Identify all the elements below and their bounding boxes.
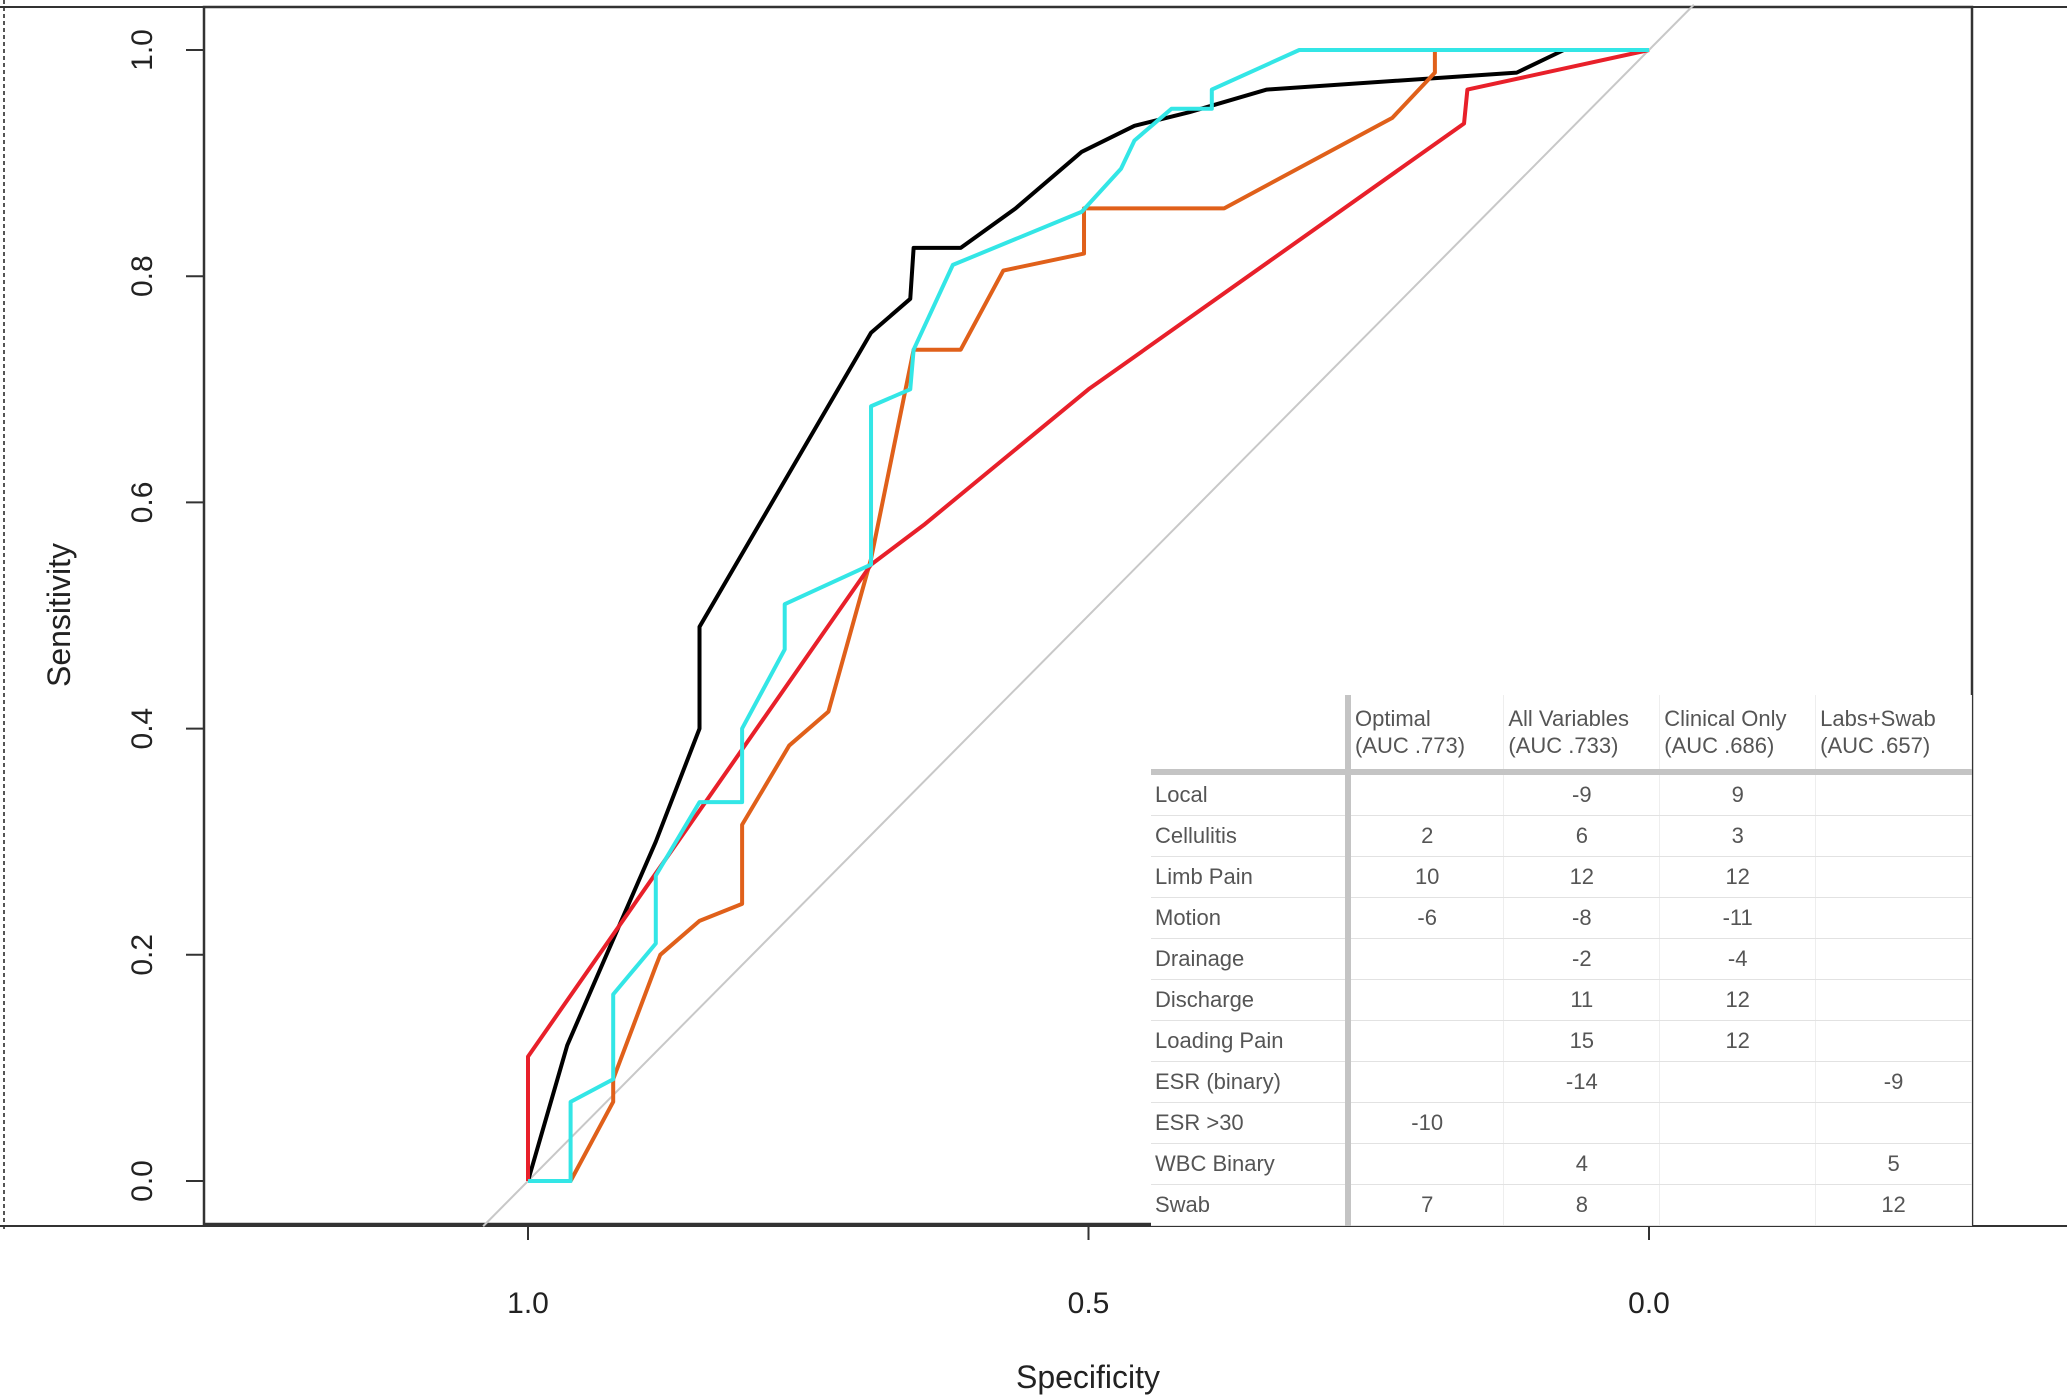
- table-cell: 12: [1815, 1184, 1972, 1226]
- table-cell: 4: [1503, 1143, 1661, 1185]
- table-cell: [1659, 1102, 1817, 1144]
- roc-curve-2: [526, 48, 1650, 1181]
- table-cell: -10: [1348, 1102, 1505, 1144]
- table-cell: [1815, 856, 1972, 898]
- table-cell: [1659, 1184, 1817, 1226]
- table-row: WBC Binary 4 5: [1151, 1143, 1972, 1185]
- table-column-header: Labs+Swab (AUC .657): [1815, 695, 1972, 775]
- row-label: ESR (binary): [1151, 1061, 1351, 1103]
- table-cell: 10: [1348, 856, 1505, 898]
- table-row: Loading Pain 15 12: [1151, 1020, 1972, 1062]
- table-header-row: Optimal (AUC .773) All Variables (AUC .73…: [1151, 695, 1972, 775]
- table-cell: [1815, 1020, 1972, 1062]
- table-cell: [1815, 772, 1972, 816]
- table-cell: [1503, 1102, 1661, 1144]
- table-cell: [1348, 1061, 1505, 1103]
- table-cell: -8: [1503, 897, 1661, 939]
- table-cell: [1659, 1061, 1817, 1103]
- table-cell: [1815, 938, 1972, 980]
- table-cell: 12: [1659, 1020, 1817, 1062]
- x-axis-title: Specificity: [1016, 1359, 1160, 1395]
- table-cell: -2: [1503, 938, 1661, 980]
- table-cell: -9: [1503, 772, 1661, 816]
- row-label: Discharge: [1151, 979, 1351, 1021]
- table-corner: [1151, 695, 1351, 775]
- y-axis-title: Sensitivity: [41, 543, 77, 687]
- y-tick-label: 0.2: [126, 934, 159, 976]
- table-column-header: Clinical Only (AUC .686): [1659, 695, 1817, 775]
- table-cell: 9: [1659, 772, 1817, 816]
- table-cell: -6: [1348, 897, 1505, 939]
- row-label: Cellulitis: [1151, 815, 1351, 857]
- table-cell: [1659, 1143, 1817, 1185]
- roc-curve-0: [526, 48, 1649, 1182]
- row-label: Drainage: [1151, 938, 1351, 980]
- table-cell: -4: [1659, 938, 1817, 980]
- table-row: Motion -6 -8 -11: [1151, 897, 1972, 939]
- x-tick-label: 0.5: [1068, 1287, 1110, 1320]
- reference-diagonal: [482, 4, 1695, 1227]
- table-cell: [1815, 1102, 1972, 1144]
- table-cell: [1348, 772, 1505, 816]
- table-row: ESR (binary) -14 -9: [1151, 1061, 1972, 1103]
- y-tick-label: 0.6: [126, 482, 159, 524]
- table-cell: 12: [1659, 979, 1817, 1021]
- y-tick-label: 0.0: [126, 1160, 159, 1202]
- table-cell: 15: [1503, 1020, 1661, 1062]
- roc-curve-1: [528, 48, 1649, 1183]
- table-row: ESR >30 -10: [1151, 1102, 1972, 1144]
- table-row: Swab 7 8 12: [1151, 1184, 1972, 1226]
- table-cell: [1815, 979, 1972, 1021]
- table-cell: 8: [1503, 1184, 1661, 1226]
- y-tick-label: 0.8: [126, 255, 159, 297]
- x-tick-label: 0.0: [1628, 1287, 1670, 1320]
- table-column-header: All Variables (AUC .733): [1503, 695, 1661, 775]
- table-cell: 11: [1503, 979, 1661, 1021]
- row-label: WBC Binary: [1151, 1143, 1351, 1185]
- table-cell: 3: [1659, 815, 1817, 857]
- row-label: Limb Pain: [1151, 856, 1351, 898]
- row-label: Local: [1151, 772, 1351, 816]
- row-label: ESR >30: [1151, 1102, 1351, 1144]
- x-tick-label: 1.0: [507, 1287, 549, 1320]
- table-cell: [1348, 1143, 1505, 1185]
- table-column-header: Optimal (AUC .773): [1348, 695, 1505, 775]
- roc-curve-3: [528, 48, 1649, 1183]
- table-cell: -14: [1503, 1061, 1661, 1103]
- table-row: Limb Pain 10 12 12: [1151, 856, 1972, 898]
- row-label: Motion: [1151, 897, 1351, 939]
- y-tick-label: 0.4: [126, 708, 159, 750]
- table-cell: 6: [1503, 815, 1661, 857]
- table-cell: [1815, 815, 1972, 857]
- table-cell: [1348, 938, 1505, 980]
- table-cell: 2: [1348, 815, 1505, 857]
- table-cell: [1815, 897, 1972, 939]
- table-row: Discharge 11 12: [1151, 979, 1972, 1021]
- table-cell: 12: [1659, 856, 1817, 898]
- table-cell: [1348, 979, 1505, 1021]
- table-cell: -11: [1659, 897, 1817, 939]
- row-label: Swab: [1151, 1184, 1351, 1226]
- table-row: Drainage -2 -4: [1151, 938, 1972, 980]
- table-cell: [1348, 1020, 1505, 1062]
- table-cell: 12: [1503, 856, 1661, 898]
- row-label: Loading Pain: [1151, 1020, 1351, 1062]
- table-cell: 7: [1348, 1184, 1505, 1226]
- table-row: Local -9 9: [1151, 772, 1972, 816]
- table-cell: -9: [1815, 1061, 1972, 1103]
- table-cell: 5: [1815, 1143, 1972, 1185]
- table-row: Cellulitis 2 6 3: [1151, 815, 1972, 857]
- coefficient-table: Optimal (AUC .773) All Variables (AUC .73…: [1151, 695, 1972, 1226]
- y-tick-label: 1.0: [126, 29, 159, 71]
